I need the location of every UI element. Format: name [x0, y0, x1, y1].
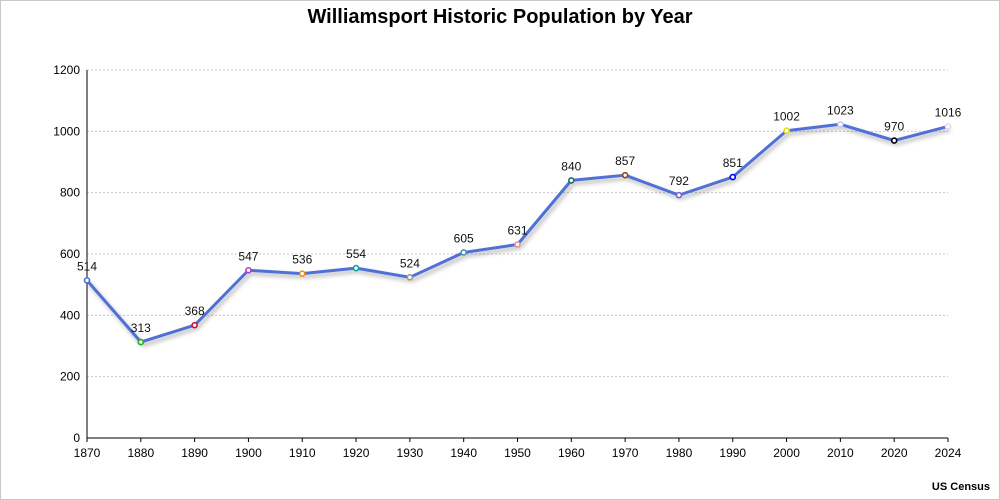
x-tick-label: 2010 — [827, 446, 854, 460]
x-tick-label: 2020 — [881, 446, 908, 460]
x-tick-label: 1910 — [289, 446, 316, 460]
x-tick-label: 1950 — [504, 446, 531, 460]
data-label: 554 — [346, 247, 366, 261]
data-point — [406, 274, 414, 281]
source-label: US Census — [931, 481, 990, 493]
y-tick-label: 800 — [60, 186, 80, 200]
chart-title: Williamsport Historic Population by Year — [307, 6, 693, 28]
data-label: 1002 — [773, 110, 800, 124]
data-label: 631 — [507, 223, 527, 237]
data-point — [298, 270, 306, 277]
x-tick-label: 1870 — [74, 446, 101, 460]
data-point — [944, 123, 952, 130]
x-tick-label: 1980 — [666, 446, 693, 460]
x-tick-label: 1990 — [719, 446, 746, 460]
data-label: 792 — [669, 174, 689, 188]
data-label: 857 — [615, 154, 635, 168]
x-tick-label: 1970 — [612, 446, 639, 460]
x-tick-label: 1880 — [127, 446, 154, 460]
y-tick-label: 0 — [73, 431, 80, 445]
x-tick-label: 2000 — [773, 446, 800, 460]
x-tick-label: 1940 — [450, 446, 477, 460]
data-label: 1016 — [935, 105, 962, 119]
x-tick-label: 1930 — [397, 446, 424, 460]
data-label: 970 — [884, 120, 904, 134]
data-point — [783, 127, 790, 135]
data-label: 313 — [131, 321, 151, 335]
data-point — [83, 277, 91, 284]
data-point — [729, 173, 737, 181]
data-point — [675, 191, 683, 199]
y-tick-label: 400 — [60, 308, 80, 322]
x-tick-label: 1960 — [558, 446, 585, 460]
x-tick-label: 1890 — [181, 446, 208, 460]
data-point — [568, 177, 575, 184]
y-tick-label: 1000 — [53, 124, 80, 138]
data-label: 547 — [238, 249, 258, 263]
y-tick-label: 600 — [60, 247, 80, 261]
y-tick-label: 1200 — [53, 63, 80, 77]
data-point — [837, 120, 844, 128]
y-tick-label: 200 — [60, 370, 80, 384]
data-label: 605 — [454, 231, 474, 245]
data-label: 536 — [292, 253, 312, 267]
data-label: 524 — [400, 256, 420, 270]
data-point — [890, 137, 898, 144]
data-label: 851 — [723, 156, 743, 170]
data-point — [191, 321, 198, 329]
data-label: 1023 — [827, 103, 854, 117]
data-label: 514 — [77, 259, 97, 273]
data-point — [514, 241, 521, 248]
x-tick-label: 1900 — [235, 446, 262, 460]
data-point — [137, 338, 145, 346]
data-point — [460, 249, 467, 256]
data-point — [621, 171, 629, 179]
data-point — [352, 264, 360, 272]
x-tick-label: 1920 — [343, 446, 370, 460]
data-point — [245, 266, 252, 274]
x-tick-label: 2024 — [935, 446, 962, 460]
data-label: 368 — [185, 304, 205, 318]
data-label: 840 — [561, 159, 581, 173]
